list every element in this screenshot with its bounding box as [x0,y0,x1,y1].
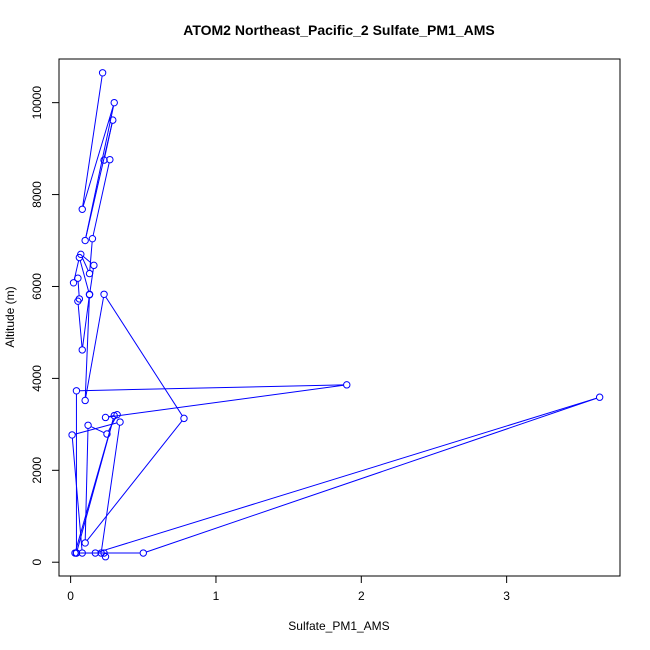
series-segment [108,384,344,418]
data-point [81,539,89,547]
data-point [139,549,147,557]
data-point [78,205,86,213]
series-segment [82,75,103,207]
series-segment [82,105,114,207]
data-point [109,116,117,124]
data-point [68,431,76,439]
y-tick-label: 2000 [30,457,44,484]
series-segment [90,426,105,434]
data-point [78,549,86,557]
data-point [116,418,124,426]
series-segment [84,428,89,540]
data-point [101,552,110,561]
x-axis: 0 1 2 3 [67,575,510,603]
series-segment [98,397,597,553]
series-segment [84,297,90,398]
y-tick-label: 10000 [30,86,44,120]
series-segment [75,422,118,435]
data-point [110,411,118,420]
series-layer [68,69,604,561]
x-tick-label: 0 [67,589,74,603]
series-segment [104,123,113,158]
series-segment [85,297,104,398]
y-tick-label: 6000 [30,273,44,300]
data-point [103,430,111,438]
y-tick-label: 0 [30,559,44,566]
data-point [110,98,118,107]
data-point [100,290,108,298]
chart-title: ATOM2 Northeast_Pacific_2 Sulfate_PM1_AM… [183,22,494,38]
data-point [101,413,110,422]
x-tick-label: 3 [503,589,510,603]
data-point [69,279,78,287]
series-segment [82,255,92,264]
series-segment [81,257,89,271]
series-segment [89,241,93,271]
x-axis-label: Sulfate_PM1_AMS [288,619,389,633]
data-point [106,155,114,164]
y-axis-label: Altitude (m) [3,286,17,347]
series-segment [86,420,183,541]
series-segment [146,397,597,553]
y-tick-label: 8000 [30,181,44,208]
series-segment [105,296,183,416]
series-segment [77,304,83,347]
data-point [75,253,84,262]
data-point [81,396,89,405]
series-segment [82,297,90,347]
data-point [85,269,94,278]
data-point [98,69,107,77]
data-point [97,549,105,557]
data-point [88,234,97,243]
data-point [91,549,100,557]
data-point [85,290,94,298]
data-point [90,261,98,270]
data-point [100,549,108,557]
data-point [71,549,79,557]
data-point [595,393,604,401]
data-point [78,346,86,354]
data-point [72,387,81,395]
series-segment [75,418,114,551]
series-segment [92,162,110,236]
x-tick-label: 2 [358,589,365,603]
y-tick-label: 4000 [30,365,44,392]
y-axis: 0 2000 4000 6000 8000 10000 [30,86,60,566]
series-segment [79,260,90,292]
data-point [74,297,82,305]
data-point [343,381,351,389]
series-segment [77,281,80,296]
data-point [180,414,188,423]
series-segment [101,425,121,550]
data-point [84,421,92,429]
series-segment [79,384,344,392]
series-segment [71,438,83,550]
data-point [100,156,108,164]
plot-frame [58,58,621,577]
x-tick-label: 1 [213,589,220,603]
data-point [74,274,82,282]
data-point [81,236,89,245]
